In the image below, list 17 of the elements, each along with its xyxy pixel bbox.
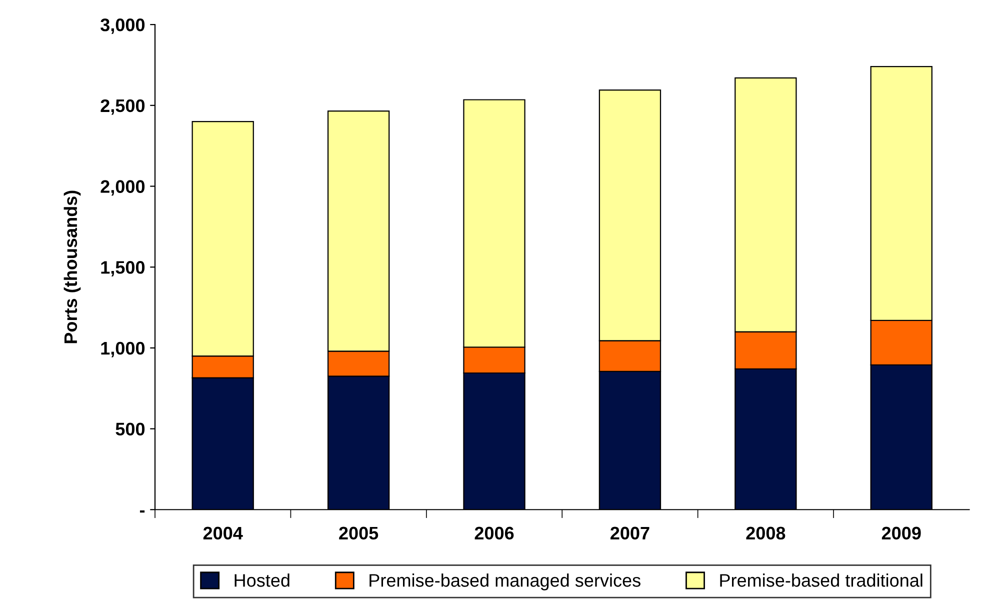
y-tick-label: 1,000	[101, 342, 145, 358]
y-tick-label: 500	[116, 422, 145, 436]
y-tick-label: 2,000	[100, 180, 145, 196]
x-tick-label: 2006	[474, 526, 514, 540]
y-axis-title: Ports (thousands)	[64, 190, 81, 344]
x-tick-label: 2004	[203, 526, 243, 540]
x-tick-label: 2007	[610, 526, 650, 540]
y-tick-label: 2,500	[100, 99, 145, 115]
x-tick-label: 2005	[339, 526, 378, 540]
legend-label: Premise-based managed services	[370, 574, 640, 590]
legend-label: Hosted	[234, 574, 290, 587]
y-tick-label: -	[140, 510, 145, 513]
legend-label: Premise-based traditional	[720, 574, 922, 587]
y-tick-label: 3,000	[100, 18, 145, 34]
x-tick-label: 2009	[882, 526, 921, 540]
y-tick-label: 1,500	[101, 261, 145, 276]
x-tick-label: 2008	[746, 526, 786, 540]
